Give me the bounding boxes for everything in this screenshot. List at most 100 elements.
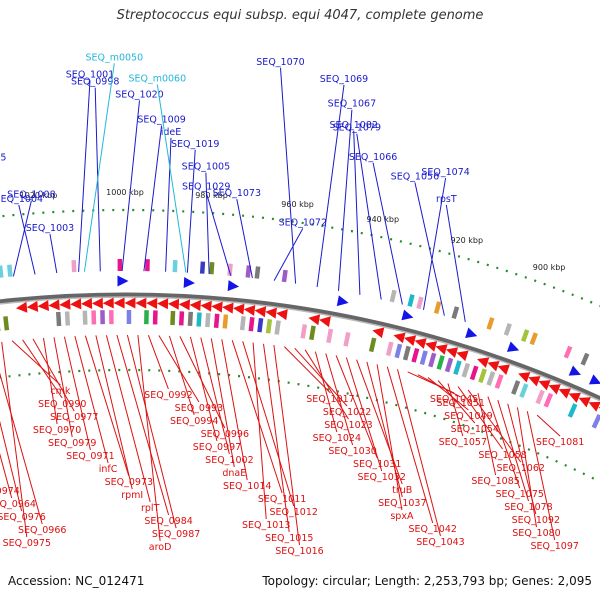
label-leader-line — [143, 125, 163, 272]
label-leader-line — [437, 380, 476, 424]
forward-gene-label: SEQ_1009 — [137, 115, 185, 126]
reverse-gene-arrow — [497, 364, 510, 375]
reverse-gene-label: SEQ_1085 — [471, 476, 519, 487]
reverse-feature-block — [248, 316, 255, 332]
reverse-gene-label: SEQ_0970 — [33, 425, 81, 436]
forward-gene-arrow — [336, 295, 349, 307]
reverse-gene-label: cmk — [50, 386, 70, 397]
label-leader-line — [457, 386, 504, 450]
label-leader-line — [165, 137, 172, 272]
forward-feature-block — [389, 289, 397, 303]
label-leader-line — [11, 340, 61, 386]
reverse-gene-label: SEQ_0977 — [50, 412, 98, 423]
kbp-tick-label: 900 kbp — [533, 263, 566, 272]
forward-gene-label: SEQ_1074 — [421, 167, 469, 178]
reverse-feature-block — [411, 347, 420, 363]
reverse-gene-label: SEQ_1023 — [324, 420, 372, 431]
reverse-gene-label: SEQ_1081 — [536, 437, 584, 448]
reverse-gene-label: infC — [99, 464, 118, 475]
reverse-gene-arrow — [425, 341, 438, 352]
reverse-gene-label: SEQ_0979 — [48, 438, 96, 449]
reverse-feature-block — [239, 316, 246, 331]
reverse-feature-block — [478, 368, 487, 384]
forward-feature-block — [451, 306, 460, 320]
reverse-gene-label: SEQ_0971 — [66, 451, 114, 462]
label-leader-line — [280, 67, 297, 284]
reverse-gene-arrow — [15, 301, 28, 313]
reverse-gene-arrow — [124, 297, 136, 309]
forward-gene-label: SEQ_1070 — [256, 57, 304, 68]
reverse-gene-arrow — [232, 303, 245, 315]
reverse-gene-arrow — [26, 300, 39, 312]
reverse-feature-block — [300, 324, 308, 339]
reverse-gene-arrow — [528, 376, 541, 387]
label-leader-line — [447, 383, 464, 437]
forward-gene-label: SEQ_1029 — [182, 181, 230, 192]
reverse-feature-block — [274, 320, 281, 335]
label-leader-line — [221, 339, 248, 481]
reverse-feature-block — [309, 325, 316, 341]
label-leader-line — [22, 339, 63, 399]
reverse-feature-block — [511, 380, 521, 395]
reverse-gene-arrow — [548, 384, 561, 395]
label-leader-line — [12, 200, 32, 277]
reverse-gene-label: SEQ_1017 — [306, 394, 354, 405]
forward-gene-label: SEQ_1069 — [320, 74, 368, 85]
kbp-tick-label: 920 kbp — [450, 236, 483, 245]
reverse-gene-arrow — [265, 307, 277, 319]
kbp-tick-label: 1020 kbp — [20, 191, 58, 200]
forward-gene-label: SEQ_1019 — [171, 139, 219, 150]
reverse-gene-label: SEQ_1049 — [444, 411, 492, 422]
reverse-feature-block — [222, 314, 229, 329]
forward-gene-arrow — [588, 374, 600, 385]
forward-gene-label: ideE — [161, 127, 182, 138]
backbone-highlight — [0, 296, 600, 402]
map-title: Streptococcus equi subsp. equi 4047, com… — [116, 8, 484, 23]
reverse-gene-arrow — [37, 300, 49, 312]
label-leader-line — [423, 178, 447, 310]
forward-feature-block — [209, 262, 215, 275]
reverse-gene-label: SEQ_0997 — [193, 442, 241, 453]
reverse-feature-block — [368, 337, 377, 353]
kbp-tick-label: 940 kbp — [366, 215, 399, 224]
reverse-gene-label: SEQ_1078 — [504, 502, 552, 513]
reverse-gene-label: SEQ_1015 — [265, 533, 313, 544]
reverse-gene-label: SEQ_0973 — [105, 477, 153, 488]
reverse-gene-arrow — [113, 297, 125, 309]
reverse-feature-block — [402, 345, 411, 361]
label-leader-line — [366, 361, 403, 498]
label-leader-line — [283, 346, 331, 394]
label-leader-line — [345, 357, 383, 472]
reverse-feature-block — [152, 310, 158, 325]
backbone-ring — [0, 292, 600, 402]
reverse-gene-label: SEQ_0975 — [3, 538, 51, 549]
forward-feature-block — [71, 260, 77, 273]
reverse-gene-label: SEQ_0992 — [144, 390, 192, 401]
reverse-gene-label: SEQ_0994 — [170, 416, 218, 427]
reverse-gene-arrow — [189, 300, 201, 312]
forward-gene-label: SEQ_1067 — [328, 99, 376, 110]
reverse-feature-block — [428, 352, 437, 368]
label-leader-line — [156, 84, 187, 273]
forward-gene-label: SEQ_1003 — [26, 223, 74, 234]
label-leader-line — [376, 364, 403, 511]
reverse-feature-block — [567, 403, 578, 418]
label-leader-line — [487, 396, 521, 489]
forward-gene-arrow — [227, 280, 240, 292]
reverse-feature-block — [144, 310, 149, 325]
reverse-gene-label: SEQ_0987 — [152, 529, 200, 540]
reverse-gene-label: SEQ_1016 — [275, 546, 323, 557]
reverse-gene-arrow — [146, 297, 158, 309]
reverse-gene-label: SEQ_1032 — [357, 472, 405, 483]
forward-gene-label: SEQ_1066 — [349, 152, 397, 163]
label-leader-line — [338, 109, 353, 291]
reverse-gene-arrow — [157, 298, 169, 310]
reverse-feature-block — [343, 332, 351, 347]
label-leader-line — [49, 234, 58, 274]
reverse-gene-label: SEQ_0976 — [0, 512, 46, 523]
reverse-gene-arrow — [568, 392, 581, 403]
reverse-gene-label: SEQ_1062 — [496, 463, 544, 474]
reverse-gene-label: SEQ_1031 — [353, 459, 401, 470]
reverse-feature-block — [100, 310, 105, 325]
reverse-gene-label: rpmI — [121, 490, 143, 501]
